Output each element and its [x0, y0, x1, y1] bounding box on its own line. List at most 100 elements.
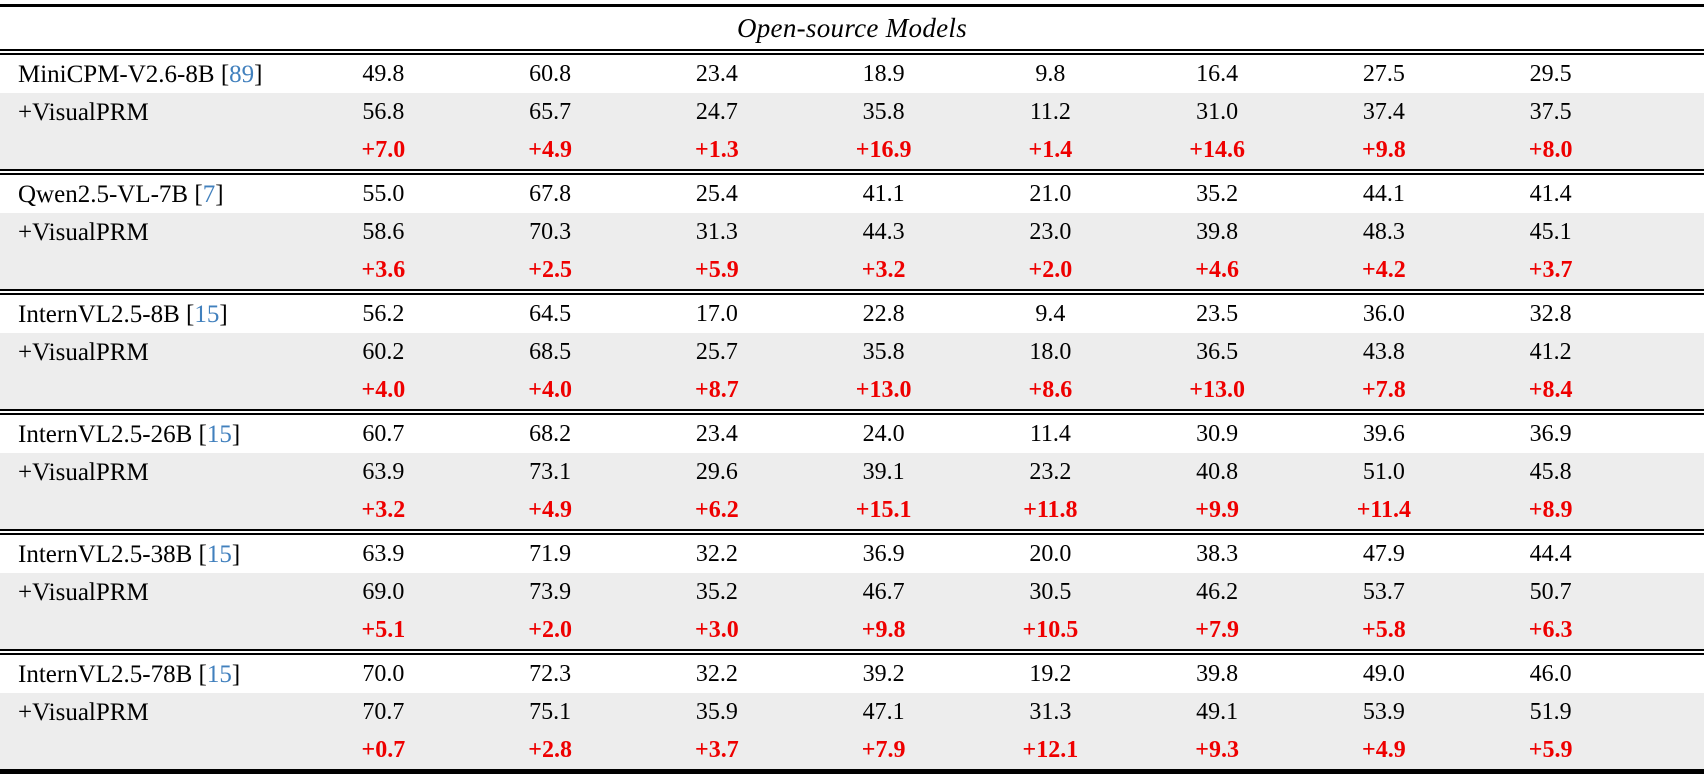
- citation-link[interactable]: 7: [202, 180, 216, 208]
- delta-value-cell: +5.9: [1528, 737, 1573, 763]
- delta-value-cell: +11.8: [1023, 497, 1078, 523]
- visualprm-row: +VisualPRM 63.9 73.1 29.6 39.1 23.2 40.8 51.0 45…: [0, 453, 1704, 491]
- prm-score-cell: 58.6: [362, 219, 405, 245]
- citation-bracket: [: [179, 300, 195, 328]
- base-score-cell: 49.0: [1362, 661, 1405, 687]
- delta-value-cell: +5.8: [1362, 617, 1406, 643]
- citation-link[interactable]: 15: [194, 300, 220, 328]
- delta-value-cell: +16.9: [855, 137, 912, 163]
- base-score-cell: 46.0: [1529, 661, 1572, 687]
- header-separator-rule: [0, 49, 1704, 55]
- prm-score-cell: 35.9: [695, 699, 738, 725]
- delta-row: +7.0 +4.9 +1.3 +16.9 +1.4 +14.6 +9.8 +8.0: [0, 131, 1704, 169]
- citation-bracket: ]: [219, 300, 228, 328]
- prm-score-cell: 43.8: [1362, 339, 1405, 365]
- prm-score-cell: 25.7: [695, 339, 738, 365]
- base-score-cell: 32.2: [695, 541, 738, 567]
- base-score-cell: 63.9: [362, 541, 405, 567]
- delta-value-cell: +9.9: [1195, 497, 1239, 523]
- prm-score-cell: 63.9: [362, 459, 405, 485]
- citation-link[interactable]: 15: [206, 420, 232, 448]
- delta-value-cell: +10.5: [1022, 617, 1079, 643]
- model-name-cell: InternVL2.5-8B [15]: [0, 302, 300, 327]
- delta-value-cell: +2.5: [528, 257, 572, 283]
- visualprm-label-cell: +VisualPRM: [18, 218, 149, 246]
- visualprm-row: +VisualPRM 56.8 65.7 24.7 35.8 11.2 31.0 37.4 37…: [0, 93, 1704, 131]
- benchmark-table: Open-source Models MiniCPM-V2.6-8B [89] 4…: [0, 4, 1704, 774]
- base-score-cell: 23.5: [1196, 301, 1239, 327]
- base-score-cell: 27.5: [1362, 61, 1405, 87]
- citation-bracket: [: [192, 540, 207, 568]
- delta-value-cell: +3.7: [695, 737, 739, 763]
- delta-row: +0.7 +2.8 +3.7 +7.9 +12.1 +9.3 +4.9 +5.9: [0, 731, 1704, 769]
- citation-bracket: [: [214, 60, 230, 88]
- base-score-cell: 60.7: [362, 421, 405, 447]
- prm-score-cell: 69.0: [362, 579, 405, 605]
- visualprm-row: +VisualPRM 60.2 68.5 25.7 35.8 18.0 36.5 43.8 41…: [0, 333, 1704, 371]
- prm-score-cell: 46.2: [1196, 579, 1239, 605]
- citation-bracket: ]: [215, 180, 224, 208]
- model-base-row: InternVL2.5-26B [15] 60.7 68.2 23.4 24.0 11.4…: [0, 415, 1704, 453]
- prm-score-cell: 46.7: [862, 579, 905, 605]
- model-base-row: InternVL2.5-78B [15] 70.0 72.3 32.2 39.2 19.2…: [0, 655, 1704, 693]
- prm-score-cell: 11.2: [1029, 99, 1071, 125]
- model-name: Qwen2.5-VL-7B: [18, 180, 189, 208]
- prm-score-cell: 23.2: [1029, 459, 1072, 485]
- delta-value-cell: +13.0: [1189, 377, 1245, 403]
- visualprm-label-cell: +VisualPRM: [18, 698, 149, 726]
- delta-value-cell: +3.2: [861, 257, 906, 283]
- delta-value-cell: +13.0: [855, 377, 912, 403]
- citation-bracket: ]: [254, 60, 263, 88]
- prm-score-cell: 53.7: [1362, 579, 1405, 605]
- prm-score-cell: 31.0: [1196, 99, 1239, 125]
- base-score-cell: 36.9: [862, 541, 905, 567]
- table-header-row: Open-source Models: [0, 7, 1704, 49]
- prm-score-cell: 56.8: [362, 99, 405, 125]
- table-body: MiniCPM-V2.6-8B [89] 49.8 60.8 23.4 18.9 9.8 1…: [0, 55, 1704, 769]
- delta-value-cell: +9.3: [1195, 737, 1239, 763]
- prm-score-cell: 73.1: [529, 459, 572, 485]
- prm-score-cell: 39.1: [862, 459, 905, 485]
- delta-value-cell: +4.9: [1362, 737, 1406, 763]
- citation-link[interactable]: 15: [206, 540, 232, 568]
- base-score-cell: 67.8: [529, 181, 572, 207]
- table-header-title: Open-source Models: [736, 12, 968, 43]
- delta-value-cell: +15.1: [855, 497, 912, 523]
- model-group: InternVL2.5-26B [15] 60.7 68.2 23.4 24.0 11.4…: [0, 415, 1704, 529]
- base-score-cell: 71.9: [529, 541, 572, 567]
- delta-value-cell: +3.2: [361, 497, 406, 523]
- citation-link[interactable]: 15: [206, 660, 232, 688]
- base-score-cell: 56.2: [362, 301, 405, 327]
- prm-score-cell: 41.2: [1529, 339, 1572, 365]
- model-name-cell: InternVL2.5-38B [15]: [0, 542, 300, 567]
- delta-row: +3.2 +4.9 +6.2 +15.1 +11.8 +9.9 +11.4 +8.9: [0, 491, 1704, 529]
- base-score-cell: 19.2: [1029, 661, 1072, 687]
- prm-score-cell: 37.5: [1529, 99, 1572, 125]
- citation-link[interactable]: 89: [229, 60, 255, 88]
- delta-value-cell: +4.9: [528, 497, 572, 523]
- prm-score-cell: 51.9: [1529, 699, 1572, 725]
- delta-value-cell: +2.0: [1028, 257, 1073, 283]
- prm-score-cell: 73.9: [529, 579, 572, 605]
- delta-value-cell: +6.3: [1528, 617, 1573, 643]
- delta-value-cell: +2.0: [528, 617, 572, 643]
- prm-score-cell: 36.5: [1196, 339, 1239, 365]
- base-score-cell: 35.2: [1196, 181, 1239, 207]
- base-score-cell: 44.1: [1362, 181, 1405, 207]
- model-name-cell: InternVL2.5-26B [15]: [0, 422, 300, 447]
- base-score-cell: 23.4: [695, 61, 738, 87]
- prm-score-cell: 70.3: [529, 219, 572, 245]
- model-base-row: InternVL2.5-38B [15] 63.9 71.9 32.2 36.9 20.0…: [0, 535, 1704, 573]
- citation-bracket: [: [192, 420, 207, 448]
- prm-score-cell: 39.8: [1196, 219, 1239, 245]
- delta-value-cell: +7.9: [1195, 617, 1239, 643]
- prm-score-cell: 45.1: [1529, 219, 1572, 245]
- base-score-cell: 60.8: [529, 61, 572, 87]
- model-name-cell: Qwen2.5-VL-7B [7]: [0, 182, 300, 207]
- prm-score-cell: 30.5: [1029, 579, 1072, 605]
- delta-row: +5.1 +2.0 +3.0 +9.8 +10.5 +7.9 +5.8 +6.3: [0, 611, 1704, 649]
- base-score-cell: 41.1: [862, 181, 905, 207]
- citation-bracket: [: [188, 180, 203, 208]
- prm-score-cell: 70.7: [362, 699, 405, 725]
- base-score-cell: 39.6: [1362, 421, 1405, 447]
